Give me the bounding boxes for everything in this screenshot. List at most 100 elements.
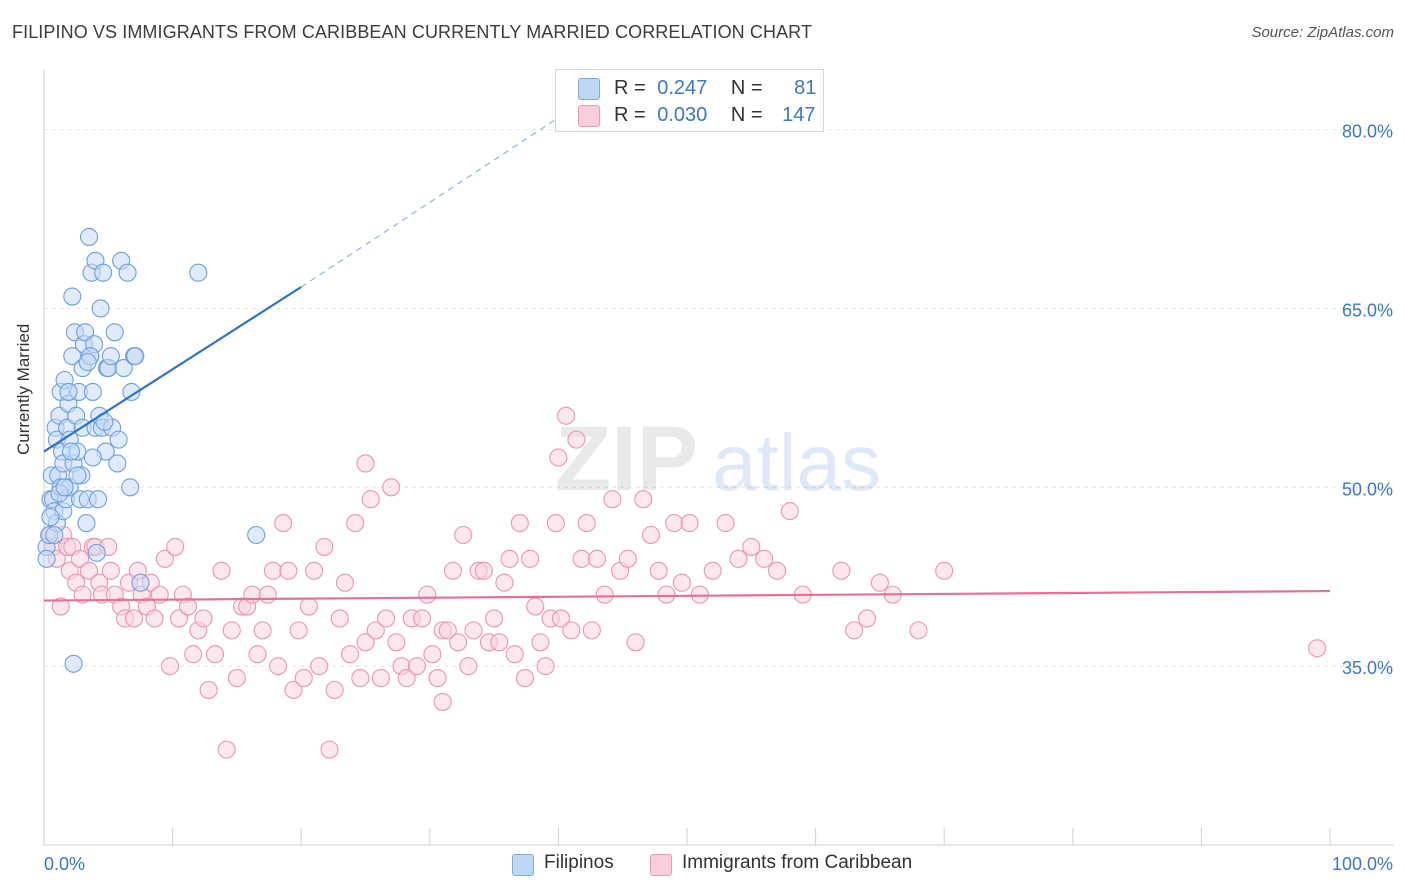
caribbean-point [641, 525, 661, 545]
caribbean-point [567, 430, 586, 449]
filipino-point [64, 654, 83, 673]
tick-labels: 35.0% 50.0% 65.0% 80.0% 0.0% 100.0% [44, 122, 1393, 874]
axes [43, 70, 1394, 846]
legend-swatch-pink [578, 105, 600, 127]
caribbean-point [51, 597, 70, 616]
caribbean-point [832, 561, 851, 580]
correlation-legend: R = 0.247 N = 81 R = 0.030 N = 147 [555, 69, 824, 132]
caribbean-point [595, 585, 614, 604]
caribbean-point [634, 490, 653, 509]
caribbean-point [1308, 639, 1327, 658]
caribbean-point [263, 561, 282, 580]
y-tick-label: 35.0% [1342, 658, 1393, 678]
caribbean-point [366, 621, 385, 640]
filipino-point [83, 382, 102, 401]
caribbean-point [870, 573, 889, 592]
filipino-point [87, 543, 106, 562]
x-tick-label: 100.0% [1332, 854, 1393, 874]
filipino-point [91, 299, 110, 318]
caribbean-point [464, 621, 483, 640]
caribbean-point [289, 621, 308, 640]
caribbean-point [587, 549, 607, 568]
caribbean-point [459, 657, 478, 676]
caribbean-point [428, 669, 447, 688]
caribbean-point [269, 657, 288, 676]
caribbean-point [577, 514, 596, 533]
filipino-point [122, 382, 141, 401]
caribbean-point [166, 537, 185, 556]
caribbean-point [248, 645, 267, 664]
legend-r-label: R = [614, 77, 646, 99]
filipino-point [59, 382, 78, 401]
trendlines [43, 117, 1331, 602]
watermark-atlas: atlas [712, 418, 881, 507]
legend-n-value: 81 [794, 77, 817, 99]
caribbean-point [377, 609, 396, 628]
caribbean-point [665, 514, 684, 533]
legend-r-value: 0.030 [657, 104, 708, 126]
caribbean-point [549, 448, 568, 467]
filipino-point [94, 263, 113, 282]
caribbean-point [284, 680, 303, 700]
legend-r-label: R = [614, 104, 646, 126]
caribbean-point [356, 633, 375, 652]
filipino-point [108, 454, 127, 473]
caribbean-point [371, 669, 390, 688]
caribbean-point [857, 609, 877, 628]
filipino-points [37, 227, 266, 673]
caribbean-point [299, 597, 318, 616]
caribbean-point [449, 633, 468, 652]
filipino-point [55, 478, 74, 497]
caribbean-point [454, 525, 473, 545]
caribbean-point [742, 537, 761, 556]
caribbean-point [407, 657, 426, 676]
caribbean-point [443, 561, 462, 580]
caribbean-point [703, 561, 722, 580]
filipino-point [131, 573, 150, 592]
filipino-point [109, 430, 128, 449]
legend-n-label: N = [730, 77, 763, 99]
caribbean-point [618, 549, 637, 568]
caribbean-point [572, 549, 591, 568]
caribbean-point [557, 406, 576, 425]
caribbean-point [279, 561, 298, 580]
filipino-trendline-extension [300, 117, 559, 288]
legend-label: Immigrants from Caribbean [682, 852, 913, 873]
filipino-point [126, 347, 145, 366]
caribbean-point [500, 549, 519, 568]
source-label: Source: ZipAtlas.com [1251, 24, 1394, 41]
caribbean-point [413, 609, 432, 628]
filipino-point [78, 353, 97, 372]
y-tick-label: 50.0% [1342, 479, 1393, 499]
y-tick-label: 65.0% [1342, 300, 1393, 320]
legend-swatch-blue [578, 78, 600, 100]
caribbean-point [397, 669, 416, 688]
legend-swatch-blue [512, 854, 534, 876]
caribbean-point [505, 645, 524, 664]
y-tick-label: 80.0% [1342, 122, 1393, 142]
filipino-point [37, 549, 56, 568]
caribbean-point [649, 561, 668, 580]
caribbean-point [243, 585, 262, 604]
caribbean-point [626, 633, 645, 652]
caribbean-point [423, 645, 442, 664]
caribbean-point [73, 585, 92, 604]
caribbean-point [212, 561, 231, 580]
legend-r-value: 0.247 [657, 77, 708, 99]
caribbean-point [521, 549, 540, 568]
legend-n-value: 147 [782, 104, 816, 126]
caribbean-point [351, 669, 370, 688]
caribbean-point [531, 633, 550, 652]
caribbean-point [657, 585, 676, 604]
filipino-point [68, 466, 87, 485]
caribbean-point [935, 561, 954, 580]
caribbean-point [178, 597, 198, 616]
caribbean-point [222, 621, 241, 640]
caribbean-point [909, 621, 928, 640]
caribbean-point [438, 621, 457, 640]
caribbean-point [294, 669, 313, 688]
caribbean-point [160, 657, 180, 676]
caribbean-point [562, 621, 581, 640]
caribbean-point [780, 502, 799, 521]
